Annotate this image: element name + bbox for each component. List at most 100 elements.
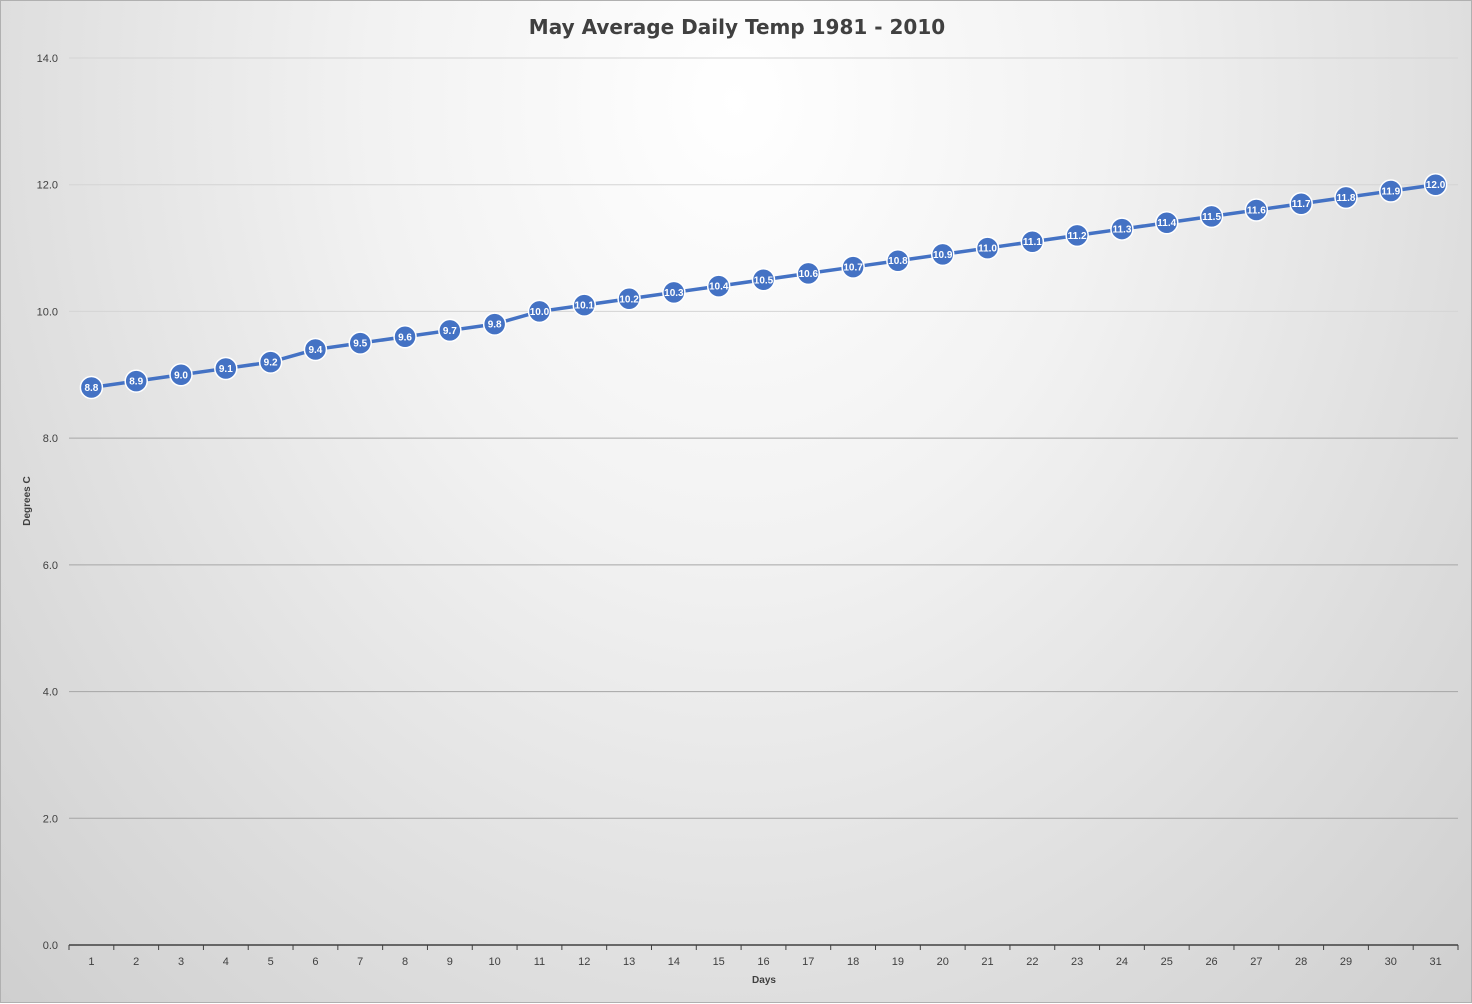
data-point — [841, 255, 865, 279]
x-tick-label: 31 — [1429, 956, 1441, 968]
data-markers — [79, 172, 1448, 400]
x-tick-label: 26 — [1205, 956, 1217, 968]
data-point — [303, 337, 328, 362]
data-point — [214, 356, 238, 381]
x-axis-title: Days — [752, 975, 776, 986]
data-label: 10.7 — [843, 263, 863, 274]
x-tick-label: 20 — [937, 956, 949, 968]
x-tick-label: 8 — [402, 956, 408, 968]
data-label: 11.5 — [1202, 212, 1221, 223]
data-label: 10.6 — [799, 269, 819, 280]
data-point — [1065, 223, 1089, 248]
y-tick-label: 14.0 — [37, 53, 58, 65]
x-tick-label: 13 — [623, 956, 635, 968]
x-tick-label: 1 — [88, 956, 94, 968]
data-label: 10.2 — [619, 294, 639, 305]
data-label: 9.7 — [443, 326, 457, 337]
y-tick-label: 10.0 — [37, 306, 58, 318]
data-point — [1423, 172, 1448, 197]
data-point — [1289, 191, 1313, 216]
y-axis-tick-labels: 0.0 2.0 4.0 6.0 8.0 10.0 12.0 14.0 — [37, 53, 58, 952]
x-tick-label: 30 — [1385, 956, 1397, 968]
data-label: 8.8 — [84, 383, 98, 394]
data-labels: 8.8 8.9 9.0 9.1 9.2 9.4 9.5 9.6 9.7 9.8 10.0 10.1 10… — [84, 180, 1445, 394]
y-tick-label: 6.0 — [43, 560, 58, 572]
data-label: 11.1 — [1023, 237, 1042, 248]
data-point — [79, 375, 104, 400]
data-label: 9.8 — [488, 320, 502, 331]
data-point — [1244, 198, 1269, 222]
data-label: 9.2 — [264, 358, 278, 369]
data-point — [796, 261, 821, 286]
chart-title: May Average Daily Temp 1981 - 2010 — [529, 15, 945, 39]
data-point — [975, 236, 1000, 260]
data-point — [1110, 217, 1134, 241]
data-label: 10.5 — [754, 275, 774, 286]
data-label: 11.9 — [1381, 187, 1400, 198]
data-point — [1379, 179, 1403, 203]
data-point — [1155, 210, 1179, 235]
data-label: 11.7 — [1292, 199, 1311, 210]
data-point — [1199, 204, 1224, 229]
data-label: 11.6 — [1247, 206, 1266, 217]
x-tick-label: 27 — [1250, 956, 1262, 968]
data-point — [930, 242, 955, 267]
data-label: 11.8 — [1337, 193, 1356, 204]
x-tick-label: 7 — [357, 956, 363, 968]
data-label: 10.4 — [709, 282, 729, 293]
data-point — [706, 274, 731, 298]
x-tick-label: 10 — [489, 956, 501, 968]
x-tick-label: 11 — [534, 956, 545, 968]
x-tick-label: 28 — [1295, 956, 1307, 968]
data-label: 9.0 — [174, 370, 188, 381]
x-tick-label: 6 — [312, 956, 318, 968]
x-tick-label: 17 — [802, 956, 814, 968]
y-tick-label: 12.0 — [37, 180, 58, 192]
data-label: 9.4 — [308, 345, 322, 356]
y-tick-label: 4.0 — [43, 687, 58, 699]
y-axis-title: Degrees C — [22, 476, 33, 525]
data-point — [886, 248, 910, 273]
x-tick-label: 12 — [578, 956, 590, 968]
data-label: 8.9 — [129, 377, 143, 388]
x-tick-label: 16 — [757, 956, 769, 968]
x-tick-label: 3 — [178, 956, 184, 968]
data-point — [662, 280, 686, 305]
data-label: 9.5 — [353, 339, 367, 350]
data-label: 11.2 — [1068, 231, 1087, 242]
data-point — [169, 363, 193, 387]
x-tick-label: 23 — [1071, 956, 1083, 968]
data-point — [1020, 229, 1045, 254]
data-label: 10.1 — [575, 301, 595, 312]
x-axis-tick-labels: 1 2 3 4 5 6 7 8 9 10 11 12 13 14 15 16 17 18 19 20 21 22 23 24 2… — [88, 956, 1441, 968]
data-label: 10.3 — [664, 288, 684, 299]
data-label: 11.4 — [1157, 218, 1176, 229]
gridlines — [69, 57, 1458, 819]
y-tick-label: 8.0 — [43, 433, 58, 445]
data-point — [482, 312, 507, 336]
data-point — [527, 299, 552, 324]
x-tick-label: 19 — [892, 956, 904, 968]
data-point — [617, 287, 641, 311]
data-point — [393, 325, 417, 349]
x-tick-label: 29 — [1340, 956, 1352, 968]
x-tick-label: 5 — [268, 956, 274, 968]
x-tick-label: 4 — [223, 956, 229, 968]
data-label: 12.0 — [1426, 180, 1446, 191]
data-label: 9.6 — [398, 332, 412, 343]
data-label: 10.0 — [530, 307, 550, 318]
x-tick-label: 9 — [447, 956, 453, 968]
x-tick-label: 21 — [981, 956, 993, 968]
x-tick-label: 14 — [668, 956, 680, 968]
data-point — [438, 318, 462, 343]
x-tick-label: 15 — [713, 956, 725, 968]
x-axis — [68, 944, 1459, 950]
x-tick-label: 22 — [1026, 956, 1038, 968]
data-point — [751, 268, 776, 292]
data-point — [258, 350, 283, 374]
data-point — [1334, 185, 1358, 210]
x-tick-label: 2 — [133, 956, 139, 968]
x-tick-label: 18 — [847, 956, 859, 968]
data-label: 9.1 — [219, 364, 233, 375]
